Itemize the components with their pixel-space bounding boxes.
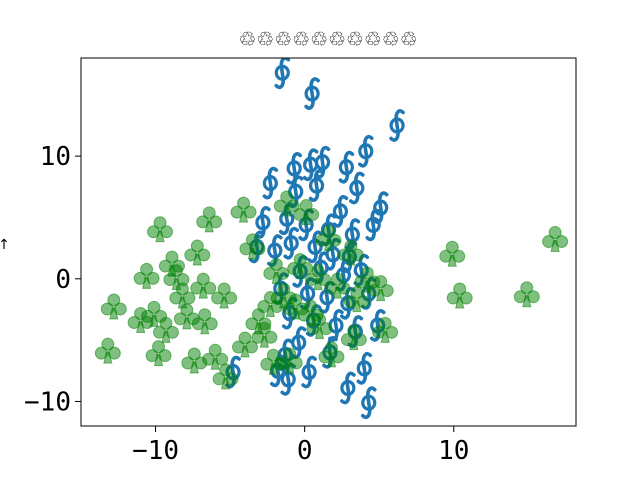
integral-dollar-point bbox=[357, 134, 374, 168]
club-point bbox=[232, 331, 259, 358]
club-point bbox=[94, 337, 121, 364]
integral-dollar-point bbox=[262, 166, 279, 200]
plot-area bbox=[94, 58, 569, 420]
club-point bbox=[513, 281, 540, 308]
integral-dollar-point bbox=[365, 208, 382, 242]
club-point bbox=[340, 324, 367, 351]
club-point bbox=[251, 321, 278, 348]
club-point bbox=[191, 308, 218, 335]
integral-dollar-point bbox=[304, 77, 320, 110]
integral-dollar-point bbox=[283, 226, 300, 260]
integral-dollar-point bbox=[340, 371, 356, 405]
integral-dollar-point bbox=[301, 355, 317, 389]
club-point bbox=[181, 347, 208, 374]
x-tick-label: 0 bbox=[297, 436, 313, 466]
club-point bbox=[324, 272, 351, 299]
club-point bbox=[306, 313, 333, 340]
club-point bbox=[152, 316, 179, 343]
integral-dollar-point bbox=[308, 169, 325, 202]
club-point bbox=[196, 206, 223, 233]
club-point bbox=[372, 316, 399, 343]
integral-dollar-point bbox=[255, 205, 271, 239]
x-axis: −10 0 10 bbox=[132, 426, 469, 466]
y-tick-label: 10 bbox=[40, 142, 71, 172]
integral-dollar-point bbox=[286, 152, 303, 185]
chart-title: ♲♲♲♲♲♲♲♲♲♲ bbox=[238, 27, 417, 51]
x-tick-label: −10 bbox=[132, 436, 179, 466]
club-point bbox=[145, 340, 172, 367]
club-point bbox=[287, 253, 314, 280]
club-point bbox=[446, 282, 473, 309]
club-point bbox=[212, 363, 239, 390]
club-point bbox=[260, 348, 287, 375]
y-axis-label: ↑ bbox=[0, 237, 10, 253]
club-point bbox=[127, 307, 154, 334]
club-point bbox=[190, 272, 217, 299]
integral-dollar-point bbox=[338, 150, 355, 184]
club-point bbox=[542, 226, 569, 253]
club-point bbox=[276, 347, 303, 374]
x-tick-label: 10 bbox=[438, 436, 469, 466]
club-point bbox=[184, 239, 211, 266]
integral-dollar-point bbox=[389, 109, 405, 142]
integral-dollar-point bbox=[360, 386, 377, 420]
integral-dollar-point bbox=[314, 145, 331, 179]
integral-dollar-point bbox=[332, 194, 349, 228]
club-point bbox=[367, 275, 394, 302]
club-point bbox=[239, 233, 266, 260]
y-tick-label: −10 bbox=[24, 387, 71, 417]
club-point bbox=[133, 262, 160, 289]
club-point bbox=[315, 224, 342, 251]
club-point bbox=[163, 264, 190, 291]
integral-dollar-point bbox=[307, 230, 323, 264]
club-point bbox=[337, 239, 364, 266]
club-point bbox=[100, 293, 127, 320]
club-point bbox=[211, 282, 238, 309]
club-point bbox=[230, 196, 257, 223]
integral-dollar-point bbox=[349, 171, 365, 205]
club-point bbox=[318, 341, 345, 368]
club-point bbox=[293, 199, 320, 226]
integral-dollar-point bbox=[356, 351, 373, 385]
y-axis: −10 0 10 bbox=[24, 142, 81, 417]
club-point bbox=[147, 216, 174, 243]
club-point bbox=[273, 190, 300, 217]
club-point bbox=[439, 240, 466, 267]
plot-frame bbox=[80, 57, 577, 427]
club-point bbox=[305, 264, 332, 291]
y-tick-label: 0 bbox=[55, 265, 71, 295]
club-point bbox=[263, 257, 290, 284]
